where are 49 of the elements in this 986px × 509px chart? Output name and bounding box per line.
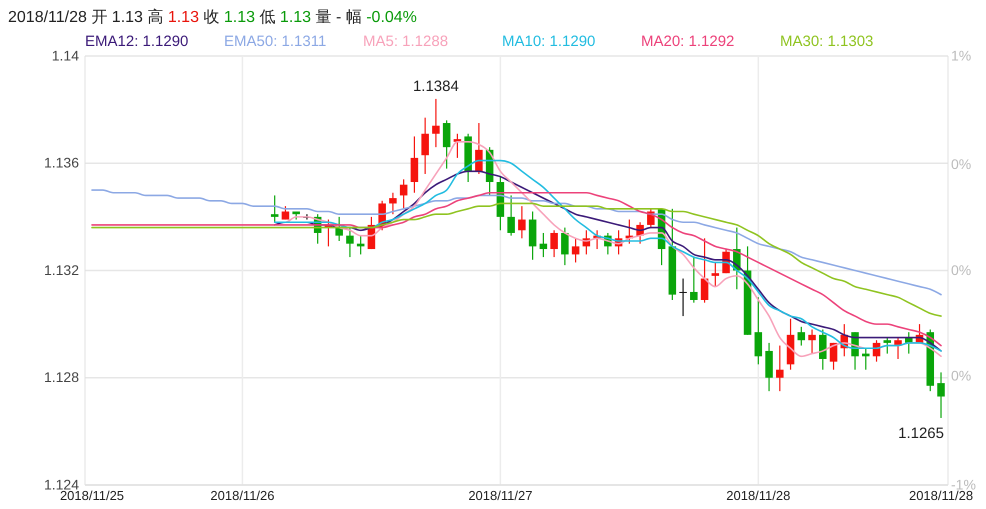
candlestick (518, 206, 526, 239)
candlestick (400, 178, 408, 210)
line-series (91, 202, 942, 317)
x-tick-label: 2018/11/26 (210, 488, 274, 504)
candlestick (712, 262, 720, 288)
text: EMA12: 1.1290 (85, 33, 188, 50)
candlestick (270, 194, 278, 223)
y-tick-label: 1.136 (44, 154, 80, 171)
annotation: 1.1265 (898, 425, 944, 442)
candlestick (690, 256, 698, 304)
chart-title: 2018/11/28 开 1.13 高 1.13 收 1.13 低 1.13 量 - 幅 -0.04% (8, 9, 417, 26)
y2-tick-label: 0% (951, 262, 972, 278)
candlestick (550, 230, 558, 258)
candlestick (282, 206, 290, 220)
candlestick (507, 194, 515, 236)
candlestick (572, 238, 580, 264)
candlestick (389, 192, 397, 215)
text: MA5: 1.1288 (363, 33, 448, 50)
candlestick (700, 238, 708, 304)
annotation: 1.1384 (412, 78, 459, 95)
candlestick (798, 326, 806, 346)
candlestick (862, 348, 870, 370)
line-series (91, 189, 942, 296)
y-tick-label: 1.14 (52, 47, 80, 64)
text: EMA50: 1.1311 (224, 33, 326, 50)
x-tick-label: 2018/11/27 (468, 488, 532, 504)
text: MA30: 1.1303 (780, 33, 874, 50)
candlestick (884, 336, 892, 354)
x-tick-label: 2018/11/28 (908, 488, 974, 504)
x-tick-label: 2018/11/25 (60, 488, 124, 504)
y-tick-label: 1.128 (44, 369, 80, 386)
line-series (91, 192, 942, 346)
y-tick-label: 1.132 (44, 262, 80, 278)
candlestick (937, 372, 945, 419)
candlestick (776, 344, 784, 392)
x-tick-label: 2018/11/28 (726, 488, 790, 504)
y2-tick-label: 0% (951, 156, 972, 172)
candlestick (432, 98, 440, 148)
candlestick (346, 227, 354, 258)
candlestick (808, 328, 816, 354)
candlestick (421, 117, 429, 175)
y2-tick-label: 1% (951, 47, 972, 64)
y2-tick-label: 0% (951, 368, 972, 384)
candlestick (540, 232, 548, 258)
text: MA20: 1.1292 (641, 33, 734, 50)
candlestick (561, 227, 569, 266)
candlestick (356, 235, 364, 256)
candlestick (679, 278, 687, 317)
text: MA10: 1.1290 (502, 33, 596, 50)
